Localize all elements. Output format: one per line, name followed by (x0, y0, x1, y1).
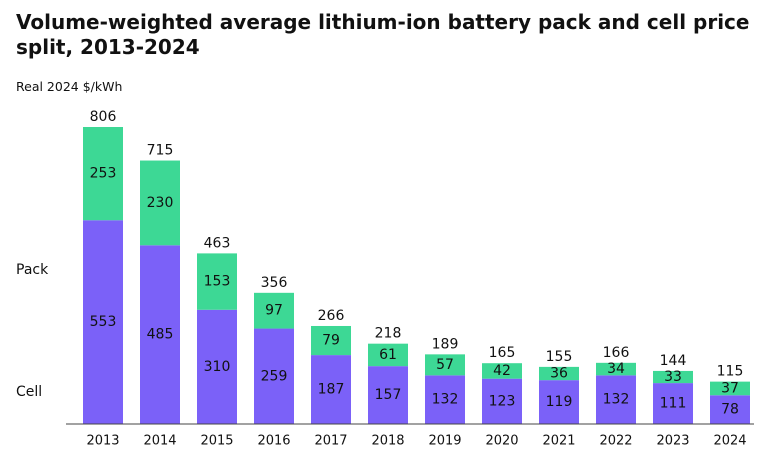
label-total-2023: 144 (660, 353, 687, 369)
x-tick-2019: 2019 (428, 434, 461, 449)
x-tick-2021: 2021 (542, 434, 575, 449)
x-tick-2018: 2018 (371, 434, 404, 449)
x-tick-2013: 2013 (86, 434, 119, 449)
bar-cell-2021 (539, 380, 579, 424)
bar-pack-2017 (311, 325, 351, 356)
x-tick-2020: 2020 (485, 434, 518, 449)
bar-cell-2024 (710, 395, 750, 424)
label-total-2017: 266 (318, 308, 345, 324)
x-tick-2024: 2024 (713, 434, 746, 449)
label-pack-2019: 57 (436, 357, 454, 373)
label-pack-2013: 253 (90, 166, 117, 182)
x-tick-2014: 2014 (143, 434, 176, 449)
labels-layer: 553 253 806 2013 485 230 715 2014 310 153 463 2015 2… (86, 109, 746, 449)
label-total-2019: 189 (432, 336, 459, 352)
bar-pack-2015 (197, 253, 237, 310)
bar-pack-2024 (710, 381, 750, 396)
label-cell-2015: 310 (204, 359, 231, 375)
label-total-2013: 806 (90, 109, 117, 125)
label-cell-2022: 132 (603, 392, 630, 408)
label-cell-2018: 157 (375, 387, 402, 403)
label-total-2021: 155 (546, 349, 573, 365)
x-tick-2016: 2016 (257, 434, 290, 449)
bar-cell-2019 (425, 375, 465, 424)
bar-cell-2022 (596, 375, 636, 424)
label-cell-2013: 553 (90, 314, 117, 330)
bar-cell-2017 (311, 355, 351, 424)
label-cell-2024: 78 (721, 402, 739, 418)
label-pack-2020: 42 (493, 363, 511, 379)
label-pack-2018: 61 (379, 347, 397, 363)
bar-pack-2013 (83, 127, 123, 221)
bar-cell-2016 (254, 328, 294, 424)
bar-pack-2016 (254, 292, 294, 329)
bar-pack-2018 (368, 343, 408, 367)
label-pack-2017: 79 (322, 333, 340, 349)
bar-cell-2018 (368, 366, 408, 424)
bar-cell-2023 (653, 383, 693, 424)
legend-label-pack: Pack (16, 262, 49, 278)
label-total-2022: 166 (603, 345, 630, 361)
legend-label-cell: Cell (16, 384, 42, 400)
label-cell-2016: 259 (261, 368, 288, 384)
bar-pack-2020 (482, 363, 522, 379)
x-tick-2015: 2015 (200, 434, 233, 449)
label-total-2014: 715 (147, 143, 174, 159)
label-total-2024: 115 (717, 364, 744, 380)
bar-pack-2014 (140, 160, 180, 246)
bar-cell-2014 (140, 245, 180, 424)
bar-cell-2013 (83, 220, 123, 424)
x-tick-2017: 2017 (314, 434, 347, 449)
bar-pack-2022 (596, 362, 636, 376)
label-pack-2024: 37 (721, 380, 739, 396)
label-cell-2020: 123 (489, 393, 516, 409)
label-pack-2016: 97 (265, 303, 283, 319)
y-axis-label: Real 2024 $/kWh (16, 79, 123, 94)
x-tick-2022: 2022 (599, 434, 632, 449)
bar-pack-2021 (539, 366, 579, 381)
label-cell-2017: 187 (318, 382, 345, 398)
label-total-2015: 463 (204, 235, 231, 251)
bar-cell-2020 (482, 378, 522, 424)
label-cell-2019: 132 (432, 392, 459, 408)
label-total-2018: 218 (375, 326, 402, 342)
label-cell-2014: 485 (147, 327, 174, 343)
label-pack-2022: 34 (607, 361, 625, 377)
chart-title: Volume-weighted average lithium-ion batt… (16, 10, 750, 59)
label-cell-2021: 119 (546, 394, 573, 410)
label-pack-2014: 230 (147, 195, 174, 211)
label-pack-2015: 153 (204, 274, 231, 290)
label-total-2016: 356 (261, 275, 288, 291)
bars-layer (83, 127, 750, 424)
label-pack-2023: 33 (664, 369, 682, 385)
bar-pack-2019 (425, 354, 465, 376)
label-cell-2023: 111 (660, 396, 687, 412)
label-pack-2021: 36 (550, 366, 568, 382)
bar-cell-2015 (197, 309, 237, 424)
bar-pack-2023 (653, 370, 693, 384)
x-tick-2023: 2023 (656, 434, 689, 449)
label-total-2020: 165 (489, 345, 516, 361)
